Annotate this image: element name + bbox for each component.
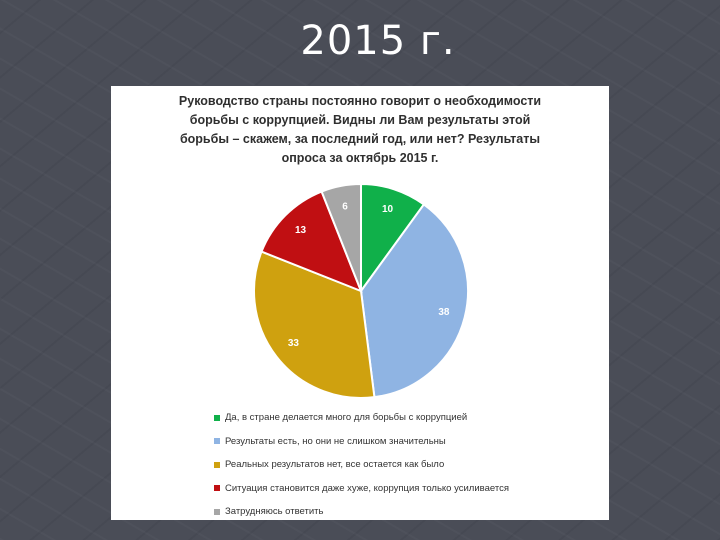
chart-legend: Да, в стране делается много для борьбы с…	[214, 406, 604, 524]
legend-swatch-2	[214, 438, 220, 445]
chart-title-line-2: борьбы с коррупцией. Видны ли Вам резуль…	[189, 113, 531, 127]
chart-title-line-1: Руководство страны постоянно говорит о н…	[178, 94, 542, 108]
legend-swatch-3	[214, 461, 220, 468]
legend-item-5: Затрудняюсь ответить	[214, 500, 604, 524]
legend-label-5: Затрудняюсь ответить	[225, 506, 324, 518]
legend-swatch-1	[214, 414, 220, 421]
legend-item-3: Реальных результатов нет, все остается к…	[214, 453, 604, 477]
pie-slice-5	[320, 182, 362, 292]
pie-label-1: 10	[382, 204, 394, 215]
legend-item-4: Ситуация становится даже хуже, коррупция…	[214, 477, 604, 501]
pie-slice-2	[359, 203, 469, 399]
pie-chart: 10 38 33 13 6	[253, 182, 469, 399]
chart-panel: Руководство страны постоянно говорит о н…	[111, 86, 609, 520]
slide-title: 2015 г.	[300, 18, 456, 64]
pie-label-3: 33	[288, 338, 300, 349]
legend-item-1: Да, в стране делается много для борьбы с…	[214, 406, 604, 430]
pie-label-2: 38	[438, 307, 450, 318]
legend-swatch-4	[214, 485, 220, 492]
chart-title-line-4: опроса за октябрь 2015 г.	[281, 151, 439, 165]
legend-label-3: Реальных результатов нет, все остается к…	[225, 459, 445, 471]
pie-slice-4	[260, 190, 363, 293]
legend-label-4: Ситуация становится даже хуже, коррупция…	[225, 482, 509, 494]
legend-label-1: Да, в стране делается много для борьбы с…	[225, 412, 468, 424]
chart-title: Руководство страны постоянно говорит о н…	[111, 92, 609, 168]
pie-label-4: 13	[295, 225, 307, 236]
pie-label-5: 6	[342, 201, 348, 212]
legend-item-2: Результаты есть, но они не слишком значи…	[214, 430, 604, 454]
legend-label-2: Результаты есть, но они не слишком значи…	[225, 435, 446, 447]
chart-title-line-3: борьбы – скажем, за последний год, или н…	[179, 132, 541, 146]
legend-swatch-5	[214, 508, 220, 515]
pie-slice-3	[253, 250, 376, 399]
